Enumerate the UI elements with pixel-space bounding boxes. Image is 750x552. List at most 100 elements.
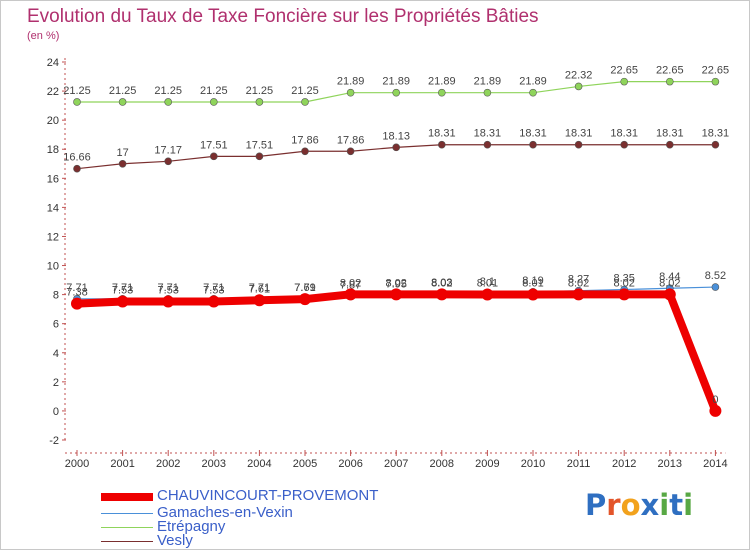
legend-swatch [101,513,153,514]
data-point [301,147,309,156]
data-label: 7.53 [157,284,178,296]
data-point [663,288,676,301]
data-label: 8.01 [477,277,498,289]
y-tick-label: 2 [53,377,59,389]
data-label: 8.02 [385,277,406,289]
data-label: 21.25 [291,85,319,97]
data-label: 7.61 [249,283,270,295]
y-tick-label: 16 [47,173,59,185]
legend-label: CHAUVINCOURT-PROVEMONT [157,487,379,504]
x-tick-label: 2014 [703,458,727,470]
data-label: 22.32 [565,69,593,81]
data-point [483,140,492,149]
data-label: 22.65 [656,65,684,77]
data-point [711,140,720,149]
y-tick-label: 18 [47,144,59,156]
data-point [665,77,674,86]
data-point [437,88,446,97]
x-tick-label: 2012 [612,458,636,470]
data-point [73,164,81,173]
x-tick-label: 2004 [247,458,271,470]
data-label: 21.89 [474,76,502,88]
logo-letter: r [606,488,621,522]
legend-label: Gamaches-en-Vexin [157,504,293,521]
data-point [346,147,355,156]
data-label: 8.03 [431,277,452,289]
data-label: 7.69 [294,282,315,294]
data-label: 7.71 [112,282,133,294]
data-label: 7.71 [203,282,224,294]
data-point [574,82,583,91]
x-tick-label: 2013 [658,458,682,470]
data-point [620,140,629,149]
data-label: 17.17 [154,144,182,156]
data-point [255,152,264,161]
legend-label: Vesly [157,532,193,549]
data-point [344,288,357,301]
data-label: 8.19 [522,275,543,287]
x-tick-label: 2010 [521,458,545,470]
y-tick-label: 0 [53,406,59,418]
data-point [164,98,172,106]
data-label: 16.66 [63,152,91,164]
data-point [164,157,172,166]
x-tick-label: 2008 [430,458,454,470]
data-label: 7.71 [157,282,178,294]
x-tick-label: 2005 [293,458,317,470]
data-label: 18.31 [702,128,730,140]
data-point [618,288,631,301]
y-tick-label: -2 [49,435,59,447]
data-point [529,88,537,97]
legend-swatch [101,541,153,542]
data-label: 18.31 [474,128,502,140]
data-point [392,88,401,97]
series-points [71,77,722,417]
data-point [346,88,355,97]
y-tick-label: 12 [47,231,59,243]
data-label: 18.31 [428,128,456,140]
data-point [162,295,175,308]
data-point [73,98,81,106]
data-label: 7.71 [294,282,315,294]
data-label: 8.01 [522,277,543,289]
data-label: 18.31 [565,128,593,140]
data-label: 22.65 [702,65,730,77]
data-label: 8.02 [431,277,452,289]
data-label: 7.71 [66,282,87,294]
y-tick-label: 8 [53,290,59,302]
data-label: 18.31 [519,128,547,140]
x-tick-label: 2002 [156,458,180,470]
data-point [483,88,492,97]
data-point [574,140,583,149]
logo-letter: i [683,488,694,522]
data-label: 17 [116,147,128,159]
data-label: 8.44 [659,271,680,283]
logo-letter: i [659,488,670,522]
y-tick-label: 14 [47,202,59,214]
data-label: 7.87 [340,280,361,292]
data-label: 21.89 [337,76,365,88]
x-tick-label: 2009 [475,458,499,470]
y-tick-label: 22 [47,86,59,98]
data-label: 7.53 [112,284,133,296]
x-tick-label: 2006 [338,458,362,470]
data-label: 21.25 [154,85,182,97]
data-point [207,295,220,308]
data-point [118,159,127,168]
x-tick-label: 2011 [567,458,591,470]
data-label: 8.02 [568,277,589,289]
data-label: 21.25 [200,85,228,97]
y-tick-label: 10 [47,261,59,273]
proxiti-logo: Proxiti [585,488,693,522]
data-point [435,288,448,301]
x-tick-label: 2003 [202,458,226,470]
data-point [118,98,127,106]
data-label: 18.31 [656,128,684,140]
data-point [529,140,537,149]
data-label: 21.89 [428,76,456,88]
data-label: 8.1 [480,276,495,288]
data-label: 8.02 [659,277,680,289]
data-point [301,98,309,106]
